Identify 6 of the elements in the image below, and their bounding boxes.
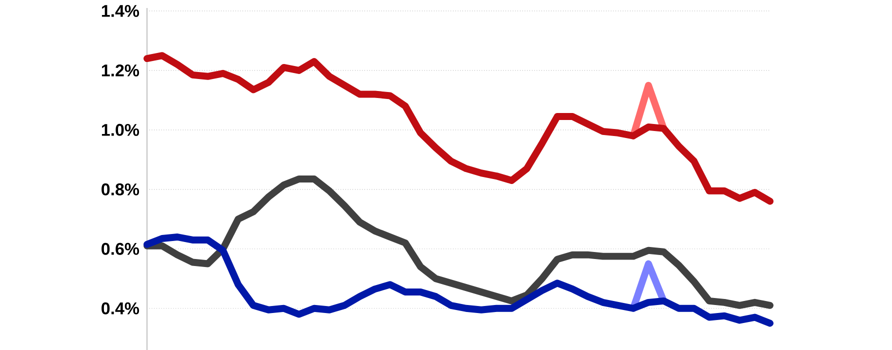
y-tick-label: 0.6% (102, 242, 140, 255)
y-tick-label: 0.4% (102, 302, 140, 314)
y-tick-label: 0.8% (102, 183, 140, 196)
y-tick-label: 1.2% (102, 64, 140, 76)
y-tick-label: 1.0% (102, 124, 140, 136)
y-tick-label: 1.4% (102, 5, 140, 17)
